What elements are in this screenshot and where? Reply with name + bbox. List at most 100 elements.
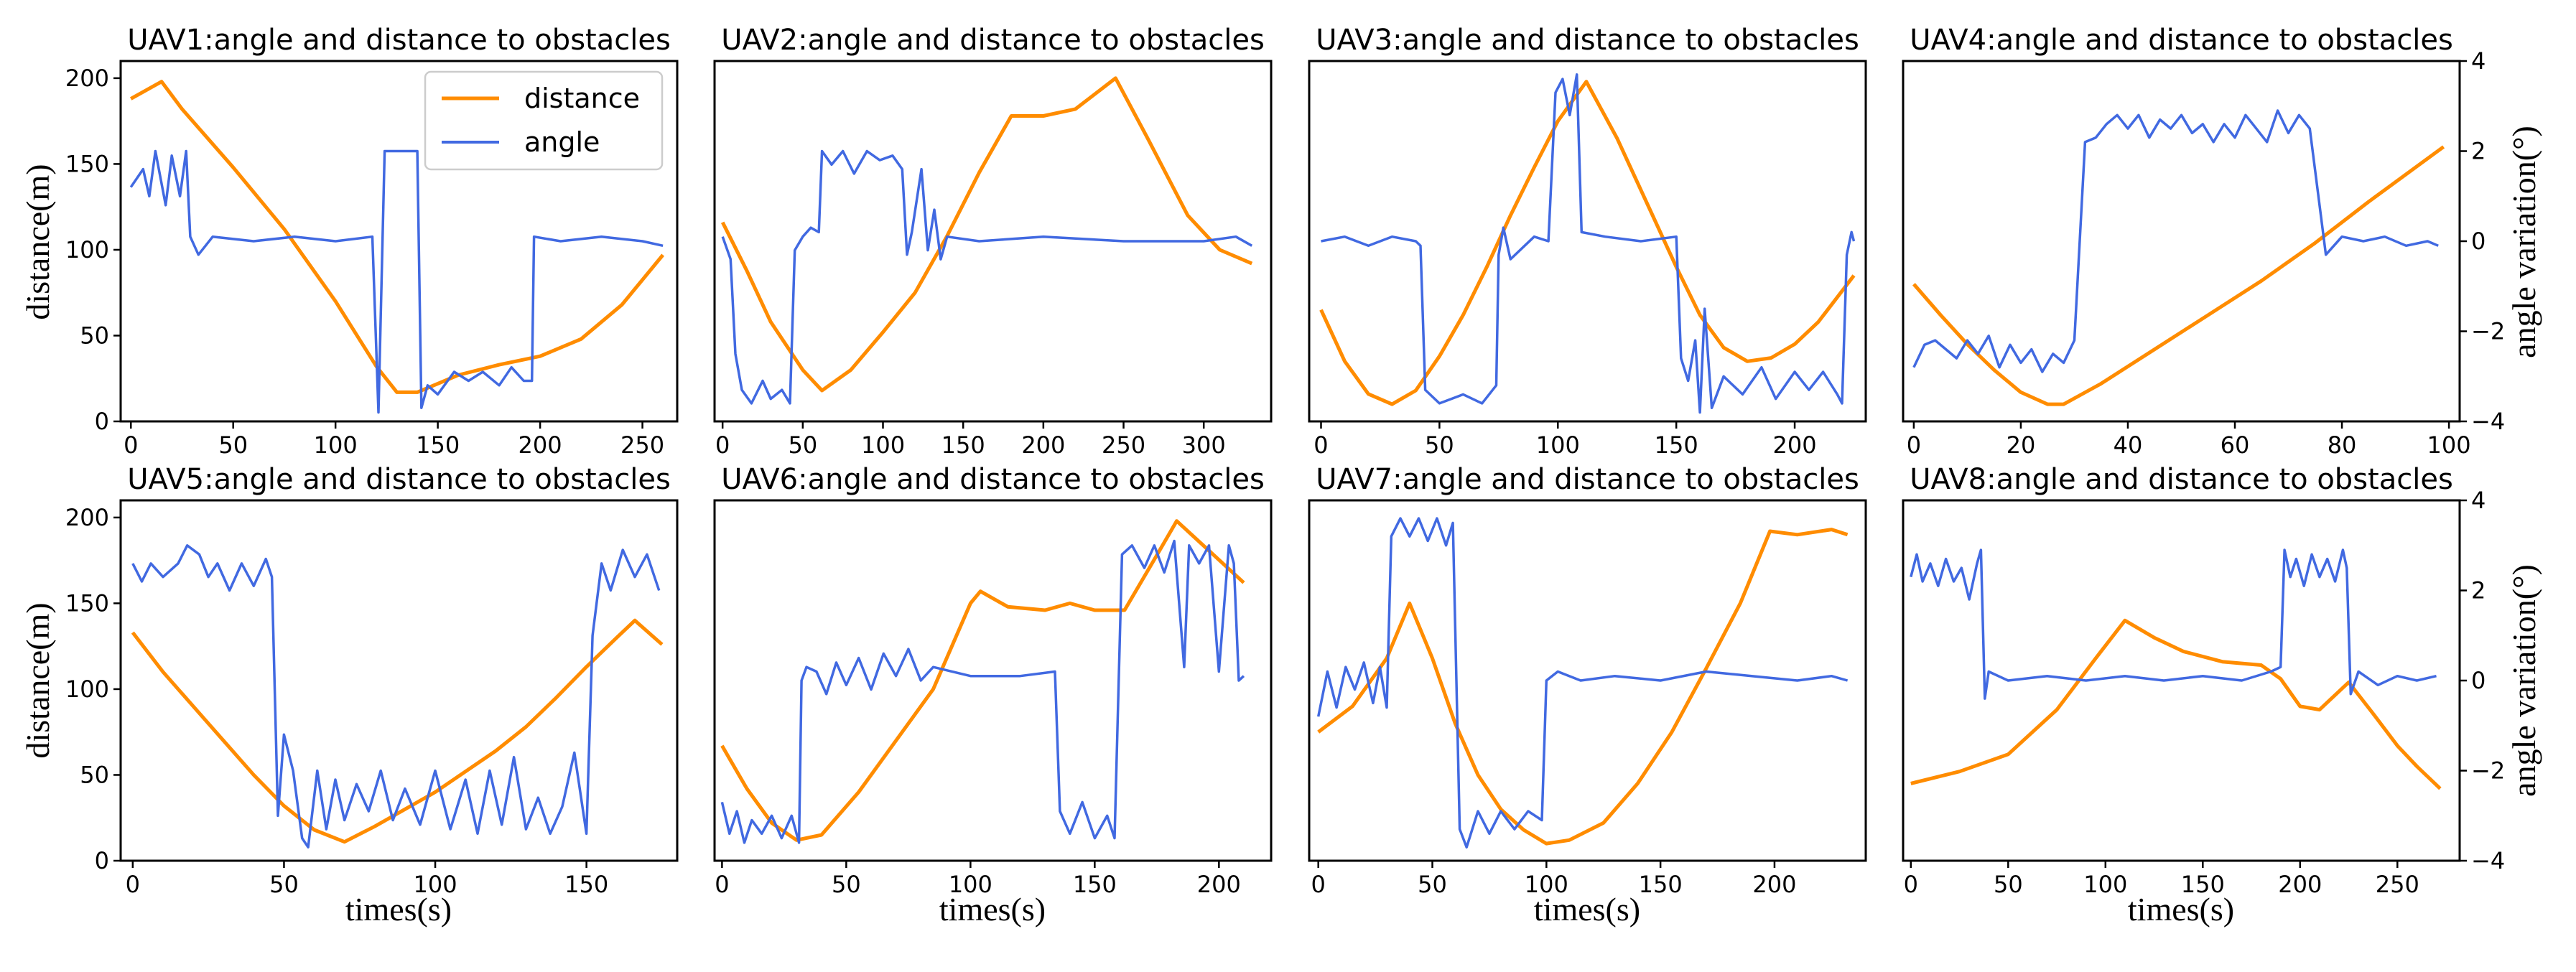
axes-frame-uav7 [1308,499,1867,862]
ytick-right-label: 0 [2471,667,2486,694]
legend: distance angle [424,70,664,171]
ytick-left-label: 0 [95,847,109,874]
ytick-left-label: 0 [95,408,109,435]
ylabel-right-top: angle variation(°) [2506,126,2542,358]
xtick-label: 50 [832,871,861,898]
xlabel-panel-8: times(s) [2128,891,2234,927]
series-angle-uav2 [721,149,1253,405]
xtick-label: 0 [1311,871,1326,898]
xtick-label: 200 [519,431,562,459]
chart-title-uav7: UAV7:angle and distance to obstacles [1316,463,1859,496]
ytick-right-label: 0 [2471,228,2486,255]
panel-uav6: UAV6:angle and distance to obstacles 0 50 1… [713,463,1273,898]
xtick-label: 60 [2221,431,2250,459]
ytick-left-label: 100 [65,676,109,703]
xtick-label: 150 [941,431,985,459]
xlabel-panel-5: times(s) [345,891,452,927]
ytick-left-label: 200 [65,65,109,92]
xtick-label: 0 [126,871,140,898]
xtick-label: 250 [2376,871,2419,898]
legend-angle-label: angle [524,126,600,158]
ytick-left-label: 150 [65,589,109,617]
panel-uav5: UAV5:angle and distance to obstacles 0 50 1… [65,463,679,898]
series-angle-uav5 [131,544,661,849]
series-distance-uav4 [1912,145,2445,406]
ylabel-left-bottom: distance(m) [19,602,56,758]
xtick-label: 250 [620,431,664,459]
ytick-left-label: 50 [80,761,109,788]
xtick-label: 50 [1418,871,1447,898]
xtick-label: 150 [1655,431,1698,459]
xtick-label: 300 [1182,431,1226,459]
xlabel-panel-7: times(s) [1534,891,1640,927]
xtick-label: 100 [1525,871,1568,898]
xtick-label: 50 [269,871,299,898]
axes-frame-uav5 [119,499,679,862]
xtick-label: 250 [1102,431,1145,459]
ytick-left-label: 50 [80,322,109,349]
ytick-right-label: −4 [2471,847,2505,874]
xtick-label: 150 [564,871,608,898]
chart-title-uav2: UAV2:angle and distance to obstacles [721,24,1265,57]
chart-title-uav6: UAV6:angle and distance to obstacles [721,463,1265,496]
ytick-right-label: −2 [2471,318,2505,345]
xtick-label: 200 [1773,431,1817,459]
series-angle-uav6 [720,539,1245,844]
axes-frame-uav6 [713,499,1273,862]
ytick-right-label: 4 [2471,487,2486,514]
axes-frame-uav3 [1308,60,1867,423]
ytick-left-label: 200 [65,504,109,531]
chart-title-uav1: UAV1:angle and distance to obstacles [127,24,671,57]
panel-uav2: UAV2:angle and distance to obstacles 0 50 1… [713,24,1273,459]
xtick-label: 150 [1639,871,1683,898]
chart-title-uav8: UAV8:angle and distance to obstacles [1910,463,2453,496]
series-angle-uav8 [1910,548,2437,700]
series-distance-uav1 [129,80,665,394]
xtick-label: 40 [2114,431,2143,459]
xtick-label: 50 [1994,871,2023,898]
xtick-label: 100 [2427,431,2471,459]
series-angle-uav4 [1912,109,2439,373]
xtick-label: 100 [414,871,457,898]
panel-uav8: UAV8:angle and distance to obstacles 0 50 1… [1902,463,2505,898]
xtick-label: 0 [1907,431,1921,459]
xtick-label: 50 [1425,431,1454,459]
ytick-right-label: −4 [2471,408,2505,435]
ytick-left-label: 100 [65,236,109,263]
ytick-left-label: 150 [65,150,109,177]
xtick-label: 80 [2328,431,2357,459]
chart-title-uav4: UAV4:angle and distance to obstacles [1910,24,2453,57]
xtick-label: 150 [416,431,460,459]
series-distance-uav5 [131,618,664,844]
axes-frame-uav2 [713,60,1273,423]
xtick-label: 50 [218,431,248,459]
xtick-label: 0 [715,871,729,898]
xtick-label: 200 [2278,871,2322,898]
panel-uav3: UAV3:angle and distance to obstacles 0 50 1… [1308,24,1867,459]
xtick-label: 0 [715,431,730,459]
panel-uav4: UAV4:angle and distance to obstacles 0 2 0 4… [1902,24,2505,459]
series-angle-uav7 [1316,517,1849,849]
series-angle-uav3 [1321,73,1856,414]
ytick-right-label: 2 [2471,577,2486,604]
series-distance-uav8 [1910,618,2442,790]
xtick-label: 100 [1536,431,1580,459]
xtick-label: 150 [1073,871,1117,898]
legend-box [424,70,664,171]
ytick-right-label: 4 [2471,47,2486,75]
xtick-label: 0 [1313,431,1328,459]
ytick-right-label: 2 [2471,138,2486,165]
xtick-label: 200 [1021,431,1065,459]
xtick-label: 100 [861,431,905,459]
panel-uav7: UAV7:angle and distance to obstacles 0 50 1… [1308,463,1867,898]
legend-distance-label: distance [524,83,640,114]
xtick-label: 100 [2083,871,2127,898]
series-distance-uav2 [720,76,1253,393]
xtick-label: 0 [1904,871,1918,898]
xtick-label: 150 [2181,871,2225,898]
series-distance-uav7 [1317,528,1849,846]
series-angle-uav1 [129,149,664,414]
series-distance-uav3 [1319,80,1856,406]
panel-uav1: UAV1:angle and distance to obstacles 0 50 1… [65,24,679,459]
